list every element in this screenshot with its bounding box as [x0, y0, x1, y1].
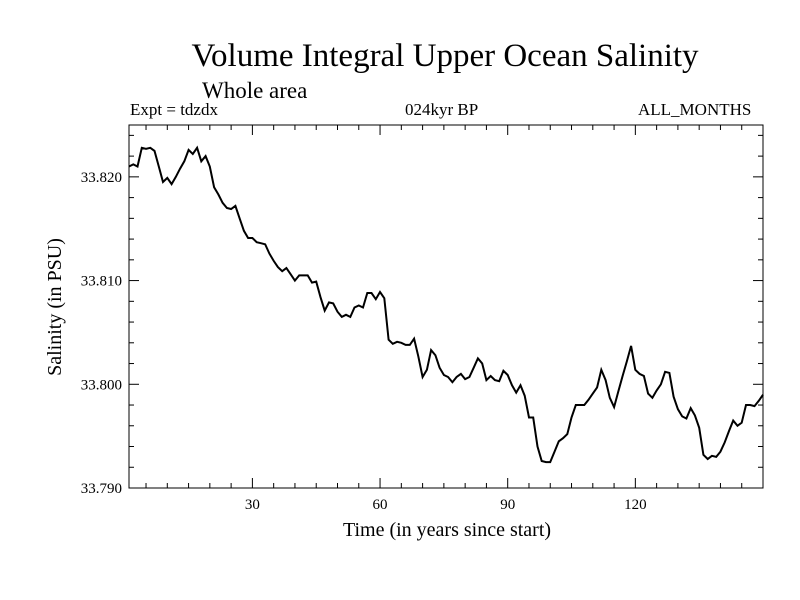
y-axis-label: Salinity (in PSU) — [44, 238, 66, 376]
chart-title: Volume Integral Upper Ocean Salinity — [191, 38, 699, 74]
salinity-series-line — [128, 145, 764, 464]
tick-labels: 30 60 90 120 33.790 33.800 33.810 33.820 — [81, 170, 647, 513]
x-tick-label: 90 — [500, 497, 515, 513]
y-tick-label: 33.810 — [81, 274, 122, 290]
y-tick-label: 33.790 — [81, 481, 122, 497]
y-tick-label: 33.820 — [81, 170, 122, 186]
y-tick-label: 33.800 — [81, 377, 122, 393]
x-tick-label: 120 — [624, 497, 647, 513]
x-tick-label: 30 — [245, 497, 260, 513]
experiment-label: Expt = tdzdx — [130, 100, 218, 119]
period-label: 024kyr BP — [405, 100, 479, 119]
chart-subtitle: Whole area — [202, 78, 308, 103]
axis-ticks — [129, 125, 763, 488]
plot-frame — [128, 124, 764, 489]
months-label: ALL_MONTHS — [638, 100, 752, 119]
x-tick-label: 60 — [373, 497, 388, 513]
x-axis-label: Time (in years since start) — [343, 519, 551, 541]
